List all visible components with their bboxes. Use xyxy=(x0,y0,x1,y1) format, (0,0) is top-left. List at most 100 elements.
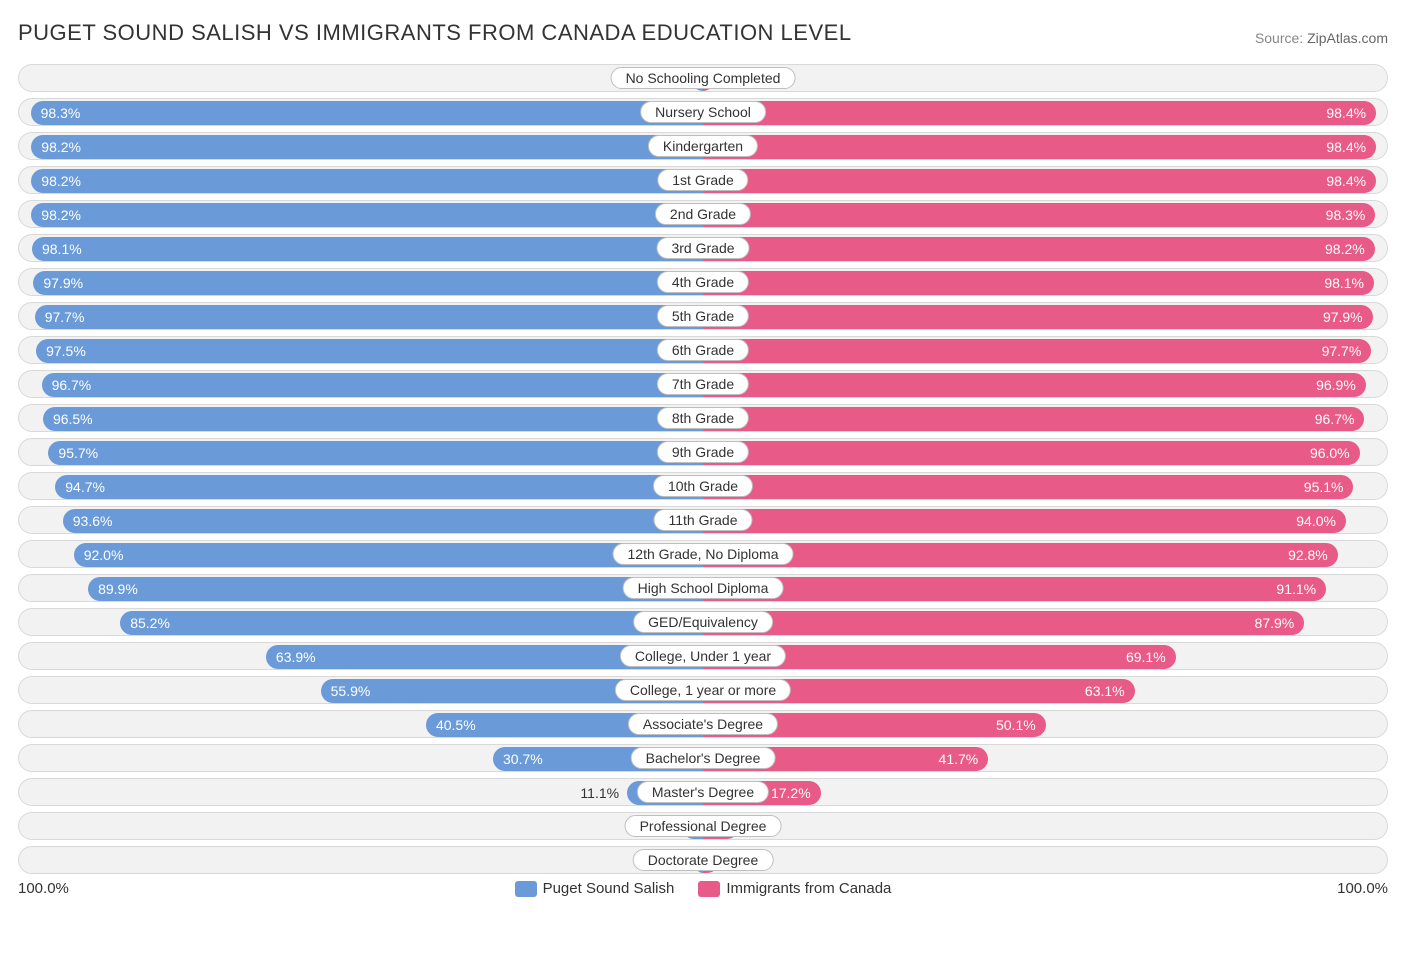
bar-right xyxy=(703,169,1376,193)
category-label: 4th Grade xyxy=(657,271,749,293)
value-left: 96.5% xyxy=(43,405,93,431)
row-left-half: 94.7% xyxy=(19,473,703,499)
row-left-half: 63.9% xyxy=(19,643,703,669)
value-left: 98.2% xyxy=(31,167,81,193)
category-label: 5th Grade xyxy=(657,305,749,327)
category-label: Doctorate Degree xyxy=(633,849,774,871)
chart-row: 30.7% 41.7% Bachelor's Degree xyxy=(18,744,1388,772)
row-left-half: 98.3% xyxy=(19,99,703,125)
category-label: Bachelor's Degree xyxy=(631,747,776,769)
row-track: 98.2%98.4%1st Grade xyxy=(18,166,1388,194)
row-right-half: 17.2% xyxy=(703,779,1387,805)
category-label: High School Diploma xyxy=(623,577,784,599)
value-right: 97.9% xyxy=(1323,303,1373,329)
row-left-half: 96.5% xyxy=(19,405,703,431)
category-label: 7th Grade xyxy=(657,373,749,395)
category-label: No Schooling Completed xyxy=(611,67,796,89)
value-right: 69.1% xyxy=(1126,643,1176,669)
category-label: 3rd Grade xyxy=(656,237,749,259)
source-name: ZipAtlas.com xyxy=(1307,30,1388,46)
row-right-half: 94.0% xyxy=(703,507,1387,533)
bar-left xyxy=(35,305,703,329)
bar-left xyxy=(31,169,703,193)
row-track: 92.0% 92.8% 12th Grade, No Diploma xyxy=(18,540,1388,568)
chart-row: 92.0% 92.8% 12th Grade, No Diploma xyxy=(18,540,1388,568)
value-left: 63.9% xyxy=(266,643,316,669)
bar-right xyxy=(703,373,1366,397)
category-label: 9th Grade xyxy=(657,441,749,463)
row-right-half: 98.3% xyxy=(703,201,1387,227)
row-left-half: 97.9% xyxy=(19,269,703,295)
value-right: 94.0% xyxy=(1296,507,1346,533)
row-track: 94.7% 95.1% 10th Grade xyxy=(18,472,1388,500)
chart-row: 94.7% 95.1% 10th Grade xyxy=(18,472,1388,500)
row-track: 93.6% 94.0% 11th Grade xyxy=(18,506,1388,534)
chart-footer: 100.0% Puget Sound Salish Immigrants fro… xyxy=(18,880,1388,897)
value-left: 92.0% xyxy=(74,541,124,567)
row-track: 98.2%98.4%Kindergarten xyxy=(18,132,1388,160)
row-left-half: 97.7% xyxy=(19,303,703,329)
row-track: 1.8%1.6%No Schooling Completed xyxy=(18,64,1388,92)
chart-row: 3.1%5.3%Professional Degree xyxy=(18,812,1388,840)
row-left-half: 98.2% xyxy=(19,201,703,227)
bar-right xyxy=(703,543,1338,567)
category-label: 8th Grade xyxy=(657,407,749,429)
value-left: 98.2% xyxy=(31,201,81,227)
bar-right xyxy=(703,611,1304,635)
chart-row: 63.9%69.1%College, Under 1 year xyxy=(18,642,1388,670)
value-left: 98.3% xyxy=(31,99,81,125)
chart-row: 98.2%98.4%Kindergarten xyxy=(18,132,1388,160)
value-right: 98.2% xyxy=(1325,235,1375,261)
value-right: 95.1% xyxy=(1304,473,1354,499)
bar-left xyxy=(32,237,703,261)
row-right-half: 98.4% xyxy=(703,167,1387,193)
row-track: 11.1%17.2%Master's Degree xyxy=(18,778,1388,806)
bar-left xyxy=(33,271,703,295)
bar-left xyxy=(55,475,703,499)
value-left: 30.7% xyxy=(493,745,543,771)
category-label: 11th Grade xyxy=(653,509,752,531)
row-track: 95.7%96.0%9th Grade xyxy=(18,438,1388,466)
category-label: 12th Grade, No Diploma xyxy=(613,543,794,565)
chart-row: 98.2% 98.3%2nd Grade xyxy=(18,200,1388,228)
bar-left xyxy=(120,611,703,635)
category-label: Professional Degree xyxy=(625,815,782,837)
category-label: 2nd Grade xyxy=(655,203,751,225)
value-left: 98.2% xyxy=(31,133,81,159)
row-track: 96.7%96.9%7th Grade xyxy=(18,370,1388,398)
value-right: 17.2% xyxy=(771,779,821,805)
bar-left xyxy=(31,203,703,227)
bar-left xyxy=(48,441,703,465)
row-right-half: 1.6% xyxy=(703,65,1387,91)
chart-row: 1.2%2.3%Doctorate Degree xyxy=(18,846,1388,874)
bar-left xyxy=(31,135,703,159)
row-right-half: 92.8% xyxy=(703,541,1387,567)
category-label: Master's Degree xyxy=(637,781,769,803)
row-left-half: 97.5% xyxy=(19,337,703,363)
row-right-half: 98.2% xyxy=(703,235,1387,261)
row-right-half: 50.1% xyxy=(703,711,1387,737)
category-label: Associate's Degree xyxy=(628,713,778,735)
row-right-half: 41.7% xyxy=(703,745,1387,771)
row-left-half: 92.0% xyxy=(19,541,703,567)
row-track: 97.5%97.7%6th Grade xyxy=(18,336,1388,364)
chart-row: 97.5%97.7%6th Grade xyxy=(18,336,1388,364)
value-right: 98.4% xyxy=(1326,167,1376,193)
chart-row: 11.1%17.2%Master's Degree xyxy=(18,778,1388,806)
row-track: 1.2%2.3%Doctorate Degree xyxy=(18,846,1388,874)
category-label: 10th Grade xyxy=(653,475,753,497)
category-label: 6th Grade xyxy=(657,339,749,361)
axis-max-right: 100.0% xyxy=(1337,880,1388,897)
value-right: 41.7% xyxy=(939,745,989,771)
legend-swatch-right xyxy=(698,881,720,897)
row-track: 55.9%63.1%College, 1 year or more xyxy=(18,676,1388,704)
bar-right xyxy=(703,509,1346,533)
row-right-half: 91.1% xyxy=(703,575,1387,601)
value-right: 92.8% xyxy=(1288,541,1338,567)
row-right-half: 96.9% xyxy=(703,371,1387,397)
row-left-half: 85.2% xyxy=(19,609,703,635)
row-left-half: 96.7% xyxy=(19,371,703,397)
row-right-half: 96.0% xyxy=(703,439,1387,465)
value-left: 93.6% xyxy=(63,507,113,533)
chart-row: 1.8%1.6%No Schooling Completed xyxy=(18,64,1388,92)
